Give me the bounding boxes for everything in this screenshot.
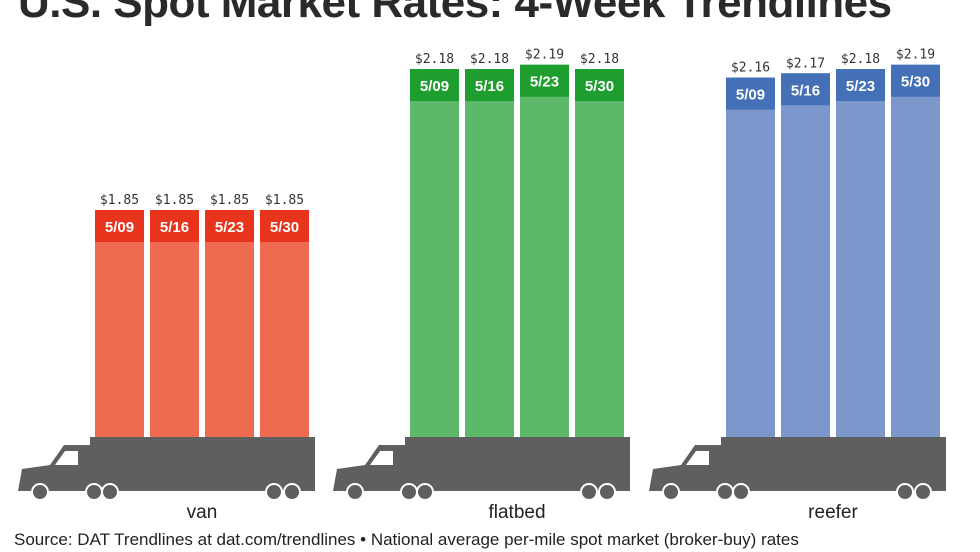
reefer-chassis [709,483,946,491]
reefer-wheel-3 [732,483,750,501]
van-bar-3 [205,210,254,437]
flatbed-date-label-1: 5/09 [420,78,449,95]
reefer-value-label-1: $2.16 [731,61,770,76]
reefer-date-label-1: 5/09 [736,87,765,104]
source-note: Source: DAT Trendlines at dat.com/trendl… [14,530,799,549]
flatbed-date-label-4: 5/30 [585,78,614,95]
van-wheel-4 [265,483,283,501]
reefer-bar-header-4 [891,64,940,97]
flatbed-bar-4 [575,69,624,437]
flatbed-wheel-1 [346,483,364,501]
reefer-wheel-4 [896,483,914,501]
flatbed-value-label-4: $2.18 [580,52,619,67]
van-trailer [90,437,315,483]
flatbed-bar-2 [465,69,514,437]
van-chassis [78,483,315,491]
flatbed-bar-1 [410,69,459,437]
flatbed-value-label-2: $2.18 [470,52,509,67]
flatbed-wheel-5 [598,483,616,501]
flatbed-trailer [405,437,630,483]
flatbed-truck-icon [333,437,630,501]
van-value-label-1: $1.85 [100,193,139,208]
flatbed-value-label-1: $2.18 [415,52,454,67]
van-bar-2 [150,210,199,437]
reefer-date-label-3: 5/23 [846,78,875,95]
flatbed-wheel-4 [580,483,598,501]
flatbed-chassis [393,483,630,491]
reefer-wheel-2 [716,483,734,501]
van-bar-4 [260,210,309,437]
van-bar-header-2 [150,210,199,242]
reefer-bar-header-3 [836,69,885,101]
reefer-bar-1 [726,77,775,437]
van-date-label-1: 5/09 [105,219,134,236]
van-cab-window [55,451,78,465]
flatbed-bar-header-2 [465,69,514,101]
reefer-date-label-4: 5/30 [901,74,930,91]
van-wheel-3 [101,483,119,501]
van-group-label: van [187,502,218,523]
van-date-label-4: 5/30 [270,219,299,236]
reefer-bar-4 [891,64,940,438]
reefer-trailer [721,437,946,483]
reefer-date-label-2: 5/16 [791,82,820,99]
van-value-label-2: $1.85 [155,193,194,208]
van-wheel-1 [31,483,49,501]
reefer-truck-icon [649,437,946,501]
van-wheel-2 [85,483,103,501]
reefer-value-label-4: $2.19 [896,48,935,63]
van-bar-header-1 [95,210,144,242]
van-wheel-5 [283,483,301,501]
flatbed-bar-header-4 [575,69,624,101]
van-value-label-4: $1.85 [265,193,304,208]
van-date-label-3: 5/23 [215,219,244,236]
flatbed-cab-window [370,451,393,465]
flatbed-bar-header-1 [410,69,459,101]
reefer-bar-3 [836,69,885,437]
van-value-label-3: $1.85 [210,193,249,208]
reefer-wheel-5 [914,483,932,501]
flatbed-value-label-3: $2.19 [525,48,564,63]
van-bar-1 [95,210,144,437]
van-truck-icon [18,437,315,501]
flatbed-bar-3 [520,64,569,438]
reefer-bar-header-1 [726,77,775,110]
reefer-cab-window [686,451,709,465]
reefer-bar-header-2 [781,73,830,106]
flatbed-bar-header-3 [520,64,569,97]
van-date-label-2: 5/16 [160,219,189,236]
reefer-wheel-1 [662,483,680,501]
flatbed-wheel-3 [416,483,434,501]
reefer-value-label-2: $2.17 [786,56,825,71]
flatbed-date-label-3: 5/23 [530,74,559,91]
flatbed-wheel-2 [400,483,418,501]
flatbed-date-label-2: 5/16 [475,78,504,95]
reefer-bar-2 [781,73,830,437]
van-bar-header-3 [205,210,254,242]
reefer-value-label-3: $2.18 [841,52,880,67]
chart-title: U.S. Spot Market Rates: 4-Week Trendline… [18,0,892,27]
flatbed-group-label: flatbed [488,502,545,523]
van-bar-header-4 [260,210,309,242]
reefer-group-label: reefer [808,502,858,523]
